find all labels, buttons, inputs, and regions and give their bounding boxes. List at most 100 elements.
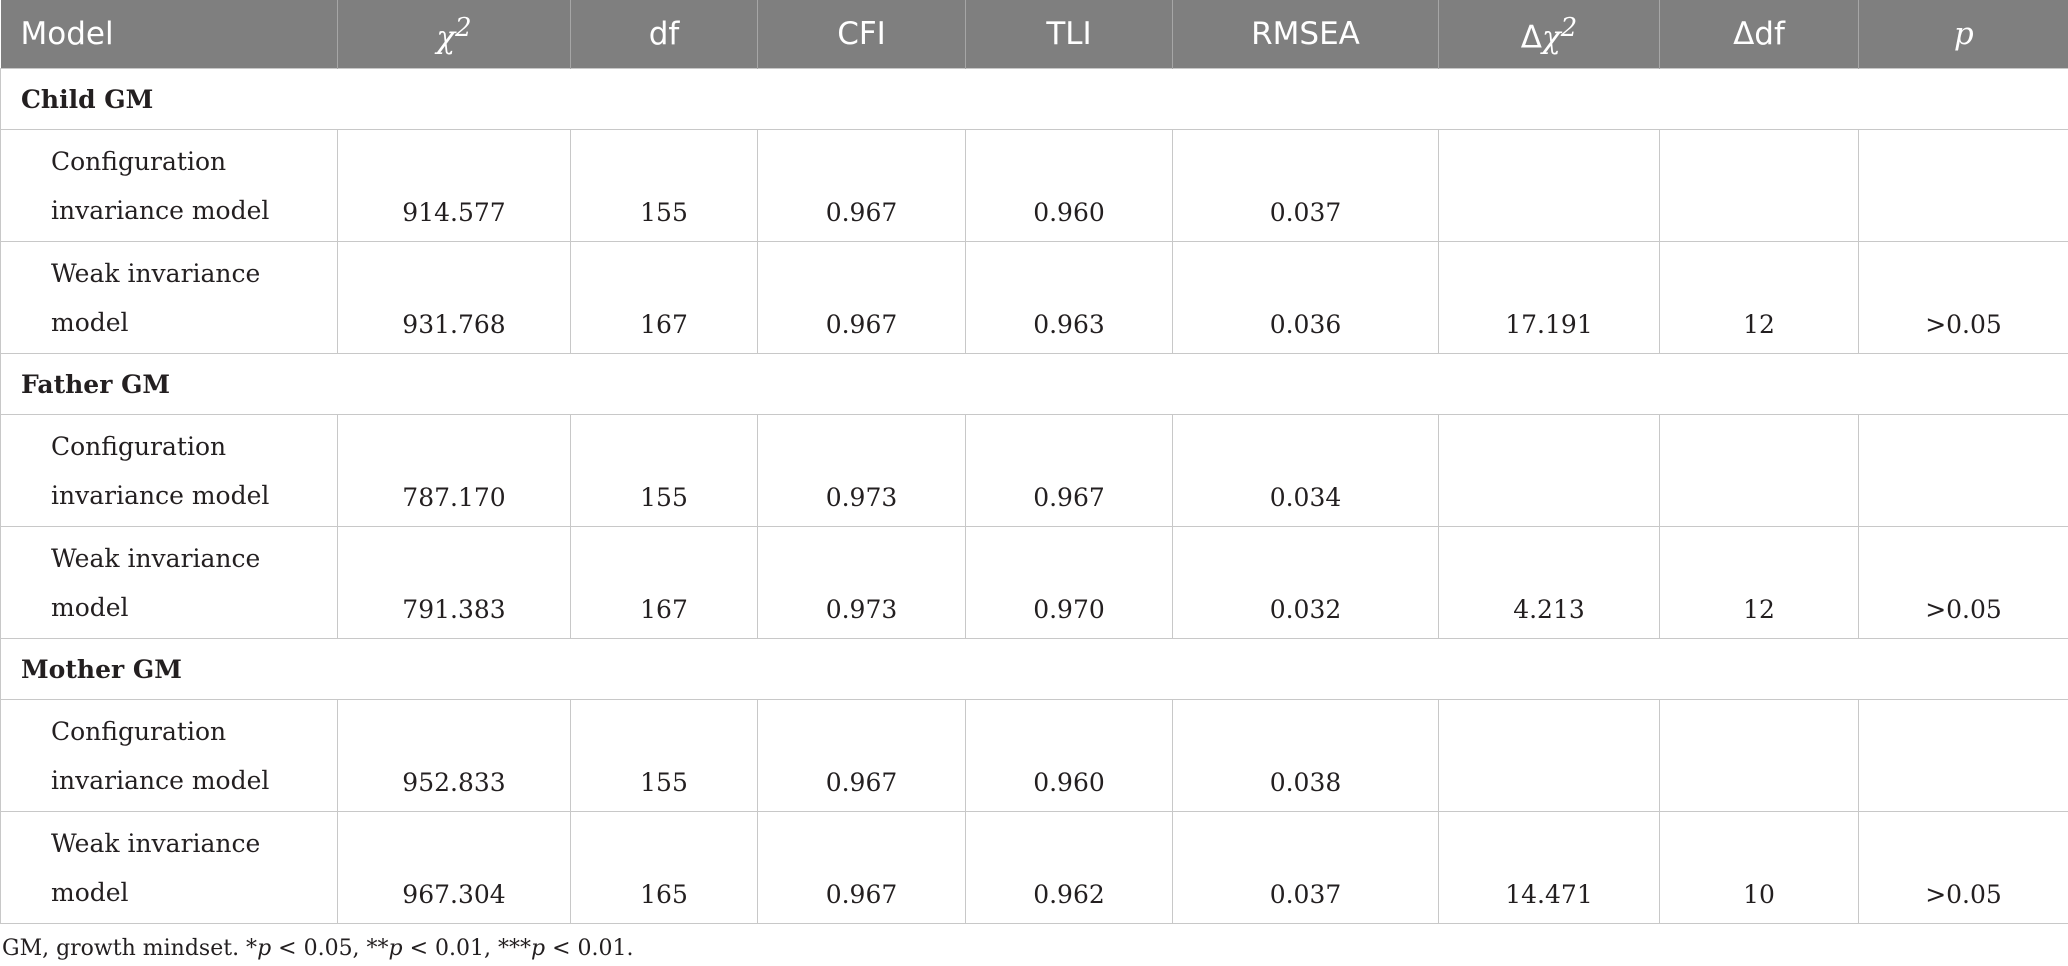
model-cell: Configuration invariance model — [0, 414, 338, 527]
delta-df-cell — [1659, 129, 1859, 242]
model-line1: Configuration — [51, 146, 227, 176]
cfi-cell: 0.967 — [757, 241, 966, 354]
header-cfi: CFI — [757, 0, 966, 69]
tli-cell: 0.962 — [965, 811, 1173, 924]
p-cell — [1858, 699, 2068, 812]
table-row: Weak invariance model 931.768 167 0.967 0… — [0, 241, 2068, 354]
header-delta-chi2: Δχ2 — [1438, 0, 1660, 69]
delta-chi2-cell: 4.213 — [1438, 526, 1660, 639]
model-cell: Weak invariance model — [0, 526, 338, 639]
rmsea-cell: 0.037 — [1172, 811, 1439, 924]
cfi-cell: 0.973 — [757, 526, 966, 639]
delta-chi2-cell — [1438, 699, 1660, 812]
rmsea-cell: 0.034 — [1172, 414, 1439, 527]
header-p: p — [1858, 0, 2068, 69]
model-line2: model — [51, 592, 129, 622]
tli-cell: 0.960 — [965, 699, 1173, 812]
model-line2: model — [51, 877, 129, 907]
group-label: Father GM — [0, 353, 2068, 415]
header-rmsea: RMSEA — [1172, 0, 1439, 69]
table-footnote: GM, growth mindset. *p < 0.05, **p < 0.0… — [2, 936, 634, 961]
chi2-cell: 952.833 — [337, 699, 571, 812]
cfi-cell: 0.973 — [757, 414, 966, 527]
df-cell: 155 — [570, 414, 758, 527]
chi2-cell: 967.304 — [337, 811, 571, 924]
p-cell — [1858, 414, 2068, 527]
table-row: Configuration invariance model 787.170 15… — [0, 414, 2068, 527]
df-cell: 155 — [570, 129, 758, 242]
delta-chi2-cell — [1438, 414, 1660, 527]
footnote-text: < 0.05, ** — [271, 936, 389, 961]
chi-superscript: 2 — [455, 12, 472, 43]
tli-cell: 0.970 — [965, 526, 1173, 639]
model-line1: Weak invariance — [51, 828, 261, 858]
footnote-p: p — [531, 936, 546, 961]
df-cell: 165 — [570, 811, 758, 924]
header-delta-df: Δdf — [1659, 0, 1859, 69]
delta-chi2-cell: 14.471 — [1438, 811, 1660, 924]
chi-symbol: χ — [1541, 19, 1561, 56]
rmsea-cell: 0.032 — [1172, 526, 1439, 639]
footnote-p: p — [257, 936, 272, 961]
delta-chi2-cell: 17.191 — [1438, 241, 1660, 354]
tli-cell: 0.960 — [965, 129, 1173, 242]
model-line2: invariance model — [51, 480, 270, 510]
rmsea-cell: 0.037 — [1172, 129, 1439, 242]
p-symbol: p — [1953, 16, 1974, 52]
model-cell: Weak invariance model — [0, 811, 338, 924]
model-cell: Configuration invariance model — [0, 129, 338, 242]
model-line1: Configuration — [51, 716, 227, 746]
model-line1: Configuration — [51, 431, 227, 461]
invariance-table: Model χ2 df CFI TLI RMSEA Δχ2 Δdf p Chil… — [0, 0, 2068, 924]
model-cell: Weak invariance model — [0, 241, 338, 354]
df-cell: 167 — [570, 241, 758, 354]
model-line2: invariance model — [51, 765, 270, 795]
df-cell: 167 — [570, 526, 758, 639]
group-row: Mother GM — [0, 638, 2068, 700]
cfi-cell: 0.967 — [757, 699, 966, 812]
footnote-p: p — [388, 936, 403, 961]
rmsea-cell: 0.038 — [1172, 699, 1439, 812]
group-row: Child GM — [0, 68, 2068, 130]
delta-df-cell — [1659, 414, 1859, 527]
delta-df-cell: 12 — [1659, 526, 1859, 639]
header-tli: TLI — [965, 0, 1173, 69]
group-label: Child GM — [0, 68, 2068, 130]
footnote-abbr: GM, growth mindset. * — [2, 936, 258, 961]
header-df: df — [570, 0, 758, 69]
chi2-cell: 914.577 — [337, 129, 571, 242]
p-cell: >0.05 — [1858, 241, 2068, 354]
delta-chi2-cell — [1438, 129, 1660, 242]
p-cell: >0.05 — [1858, 811, 2068, 924]
delta-df-cell: 10 — [1659, 811, 1859, 924]
model-line2: model — [51, 307, 129, 337]
cfi-cell: 0.967 — [757, 811, 966, 924]
table-row: Configuration invariance model 914.577 15… — [0, 129, 2068, 242]
chi-symbol: χ — [436, 19, 456, 56]
delta-df-cell: 12 — [1659, 241, 1859, 354]
header-model: Model — [0, 0, 338, 69]
chi2-cell: 791.383 — [337, 526, 571, 639]
cfi-cell: 0.967 — [757, 129, 966, 242]
footnote-text: < 0.01. — [545, 936, 634, 961]
delta-symbol: Δ — [1520, 19, 1542, 56]
table-row: Weak invariance model 967.304 165 0.967 0… — [0, 811, 2068, 924]
chi2-cell: 931.768 — [337, 241, 571, 354]
tli-cell: 0.963 — [965, 241, 1173, 354]
header-row: Model χ2 df CFI TLI RMSEA Δχ2 Δdf p — [0, 0, 2068, 69]
p-cell: >0.05 — [1858, 526, 2068, 639]
group-label: Mother GM — [0, 638, 2068, 700]
footnote-text: < 0.01, *** — [402, 936, 532, 961]
table-row: Weak invariance model 791.383 167 0.973 0… — [0, 526, 2068, 639]
delta-df-cell — [1659, 699, 1859, 812]
header-chi2: χ2 — [337, 0, 571, 69]
group-row: Father GM — [0, 353, 2068, 415]
model-line1: Weak invariance — [51, 258, 261, 288]
model-line1: Weak invariance — [51, 543, 261, 573]
model-line2: invariance model — [51, 195, 270, 225]
chi-superscript: 2 — [1560, 12, 1578, 43]
model-cell: Configuration invariance model — [0, 699, 338, 812]
p-cell — [1858, 129, 2068, 242]
tli-cell: 0.967 — [965, 414, 1173, 527]
df-cell: 155 — [570, 699, 758, 812]
